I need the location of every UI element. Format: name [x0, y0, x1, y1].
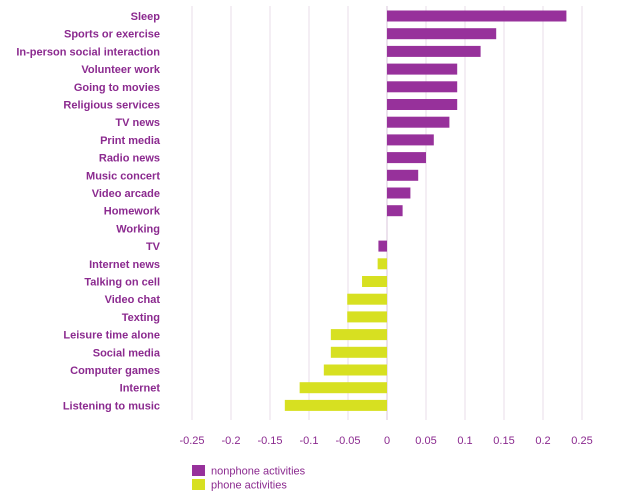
bar-listening-to-music	[284, 399, 387, 411]
category-label: Sleep	[131, 11, 161, 23]
bar-talking-on-cell	[362, 276, 387, 287]
bar-in-person-social-interaction	[387, 45, 481, 57]
category-label: Sports or exercise	[64, 29, 160, 41]
x-tick-label: 0.1	[457, 435, 472, 447]
bar-computer-games	[323, 364, 387, 376]
bar-video-chat	[347, 293, 387, 305]
x-tick-label: 0.2	[535, 435, 550, 447]
category-label: Video arcade	[92, 188, 160, 200]
legend-swatch	[192, 479, 205, 490]
category-label: Computer games	[70, 365, 160, 377]
category-label: Leisure time alone	[63, 330, 160, 342]
x-tick-label: 0	[384, 435, 390, 447]
x-tick-label: -0.25	[179, 435, 204, 447]
legend-swatch	[192, 465, 205, 476]
x-tick-label: -0.1	[300, 435, 319, 447]
bar-internet-news	[377, 258, 387, 270]
category-label: Social media	[93, 347, 161, 359]
bar-sleep	[387, 10, 567, 22]
category-label: Print media	[100, 135, 161, 147]
category-labels: Sleep Sports or exercise In-person social …	[16, 11, 161, 412]
bar-homework	[387, 205, 403, 217]
category-label: Video chat	[105, 294, 161, 306]
category-label: Internet	[120, 383, 161, 395]
x-tick-label: -0.05	[335, 435, 360, 447]
category-label: Homework	[104, 206, 161, 218]
category-label: Music concert	[86, 170, 160, 182]
category-label: TV	[146, 241, 161, 253]
category-label: Talking on cell	[84, 277, 160, 289]
bar-video-arcade	[387, 187, 411, 199]
bar-sports-or-exercise	[387, 28, 497, 40]
bar-social-media	[330, 346, 387, 358]
bars	[284, 10, 567, 411]
bar-tv-news	[387, 116, 450, 128]
bar-internet	[299, 382, 387, 394]
x-tick-label: -0.15	[257, 435, 282, 447]
x-axis-ticks: -0.25 -0.2 -0.15 -0.1 -0.05 0 0.05 0.1 0.15 0.2 0.…	[179, 435, 592, 447]
category-label: Volunteer work	[81, 64, 161, 76]
bar-print-media	[387, 134, 434, 146]
bar-radio-news	[387, 152, 426, 164]
legend-label: phone activities	[211, 480, 287, 492]
bar-music-concert	[387, 169, 419, 181]
category-label: In-person social interaction	[16, 46, 160, 58]
x-tick-label: 0.25	[571, 435, 592, 447]
category-label: Listening to music	[63, 400, 160, 412]
legend-label: nonphone activities	[211, 466, 306, 478]
bar-going-to-movies	[387, 81, 458, 93]
bar-texting	[347, 311, 387, 323]
bar-religious-services	[387, 99, 458, 110]
x-tick-label: -0.2	[222, 435, 241, 447]
x-tick-label: 0.15	[493, 435, 514, 447]
category-label: TV news	[115, 117, 160, 129]
category-label: Internet news	[89, 259, 160, 271]
bar-leisure-time-alone	[330, 329, 387, 341]
category-label: Going to movies	[74, 82, 160, 94]
category-label: Radio news	[99, 153, 160, 165]
legend: nonphone activities phone activities	[192, 465, 306, 492]
category-label: Religious services	[63, 100, 160, 112]
category-label: Working	[116, 223, 160, 235]
bar-volunteer-work	[387, 63, 458, 75]
x-tick-label: 0.05	[415, 435, 436, 447]
bar-tv	[378, 240, 387, 252]
category-label: Texting	[122, 312, 160, 324]
